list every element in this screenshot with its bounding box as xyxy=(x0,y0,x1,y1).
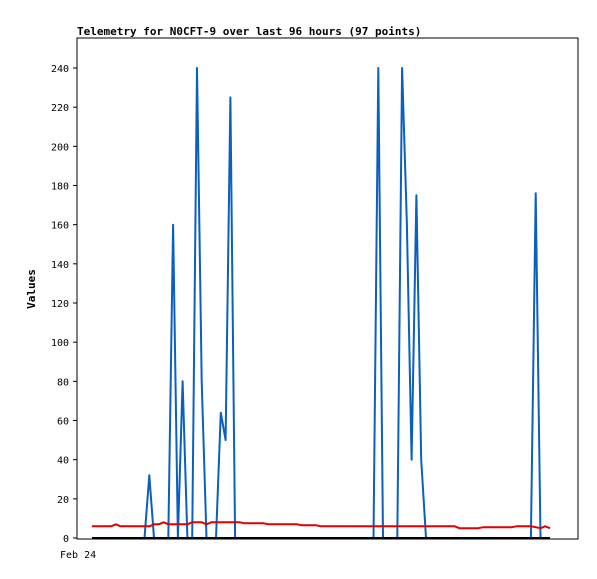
y-tick-label: 120 xyxy=(51,299,69,310)
y-tick-label: 240 xyxy=(51,64,69,75)
y-tick-label: 0 xyxy=(63,534,69,545)
y-tick-label: 140 xyxy=(51,260,69,271)
chart-title: Telemetry for N0CFT-9 over last 96 hours… xyxy=(77,25,421,38)
y-tick-label: 40 xyxy=(57,456,69,467)
y-tick-label: 200 xyxy=(51,142,69,153)
y-tick-label: 60 xyxy=(57,417,69,428)
y-tick-label: 180 xyxy=(51,182,69,193)
y-tick-label: 20 xyxy=(57,495,69,506)
y-tick-label: 160 xyxy=(51,221,69,232)
y-axis: 0 20 40 60 80 100 120 140 160 180 200 220 240 xyxy=(51,64,77,545)
plot-area xyxy=(76,37,579,540)
y-tick-label: 100 xyxy=(51,338,69,349)
series-layer xyxy=(92,67,551,539)
y-tick-label: 80 xyxy=(57,377,69,388)
y-tick-label: 220 xyxy=(51,103,69,114)
series-line-1 xyxy=(92,521,551,530)
x-axis: Feb 24 xyxy=(60,550,96,561)
y-axis-label: Values xyxy=(25,269,38,309)
x-tick-label: Feb 24 xyxy=(60,550,96,561)
